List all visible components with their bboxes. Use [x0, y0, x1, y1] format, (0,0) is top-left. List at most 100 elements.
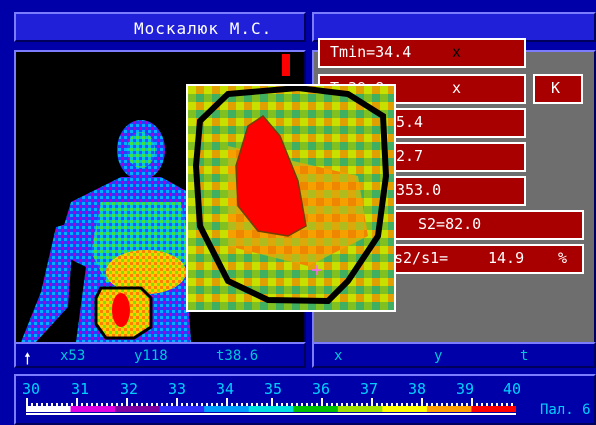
scale-tick-mark — [296, 403, 298, 406]
cursor-status-bar: 🠕 x53 y118 t38.6 — [14, 342, 306, 368]
scale-tick-mark — [191, 403, 193, 406]
scale-tick: 32 — [120, 380, 138, 398]
tmin-value: Tmin=34.4 — [330, 43, 411, 61]
scale-tick-mark — [61, 403, 63, 406]
scale-tick-mark — [371, 398, 373, 406]
scale-tick-mark — [396, 403, 398, 406]
scale-tick-mark — [146, 403, 148, 406]
scale-tick-mark — [431, 403, 433, 406]
scale-tick-mark — [151, 403, 153, 406]
tmin-readout: Tmin=34.4 x — [318, 38, 526, 68]
s2-value: S2=82.0 — [418, 215, 481, 233]
palette-segment — [249, 406, 295, 412]
scale-tick-mark — [476, 403, 478, 406]
cursor-temp: t38.6 — [216, 348, 258, 364]
scale-tick-mark — [76, 398, 78, 406]
scale-tick-mark — [231, 403, 233, 406]
scale-tick-mark — [121, 403, 123, 406]
scale-tick-mark — [86, 403, 88, 406]
scale-tick-mark — [471, 398, 473, 406]
scale-tick-mark — [486, 403, 488, 406]
scale-tick-mark — [81, 403, 83, 406]
scale-tick-mark — [186, 403, 188, 406]
scale-tick-mark — [111, 403, 113, 406]
palette-segment — [293, 406, 339, 412]
scale-tick-mark — [31, 403, 33, 406]
scale-tick-mark — [301, 403, 303, 406]
scale-tick-mark — [41, 403, 43, 406]
k-button[interactable]: K — [533, 74, 583, 104]
scale-tick-mark — [306, 403, 308, 406]
scale-tick-mark — [466, 403, 468, 406]
color-palette-strip — [26, 398, 516, 416]
scale-tick-mark — [96, 403, 98, 406]
scale-tick-mark — [451, 403, 453, 406]
scale-tick-mark — [66, 403, 68, 406]
palette-label[interactable]: Пал. 6 — [540, 402, 591, 418]
scale-tick-mark — [511, 403, 513, 406]
scale-tick-mark — [196, 403, 198, 406]
scale-tick-mark — [326, 403, 328, 406]
palette-segment — [26, 406, 72, 412]
scale-tick-mark — [176, 398, 178, 406]
scale-tick: 40 — [503, 380, 521, 398]
scale-tick-mark — [36, 403, 38, 406]
scale-tick: 37 — [360, 380, 378, 398]
scale-tick-mark — [131, 403, 133, 406]
zoom-thermogram[interactable] — [188, 86, 394, 310]
cursor-x: x53 — [60, 348, 85, 364]
scale-tick-mark — [166, 403, 168, 406]
scale-tick-mark — [341, 403, 343, 406]
scale-tick-mark — [261, 403, 263, 406]
scale-tick-mark — [426, 403, 428, 406]
zoom-window[interactable] — [186, 84, 396, 312]
scale-tick-mark — [91, 403, 93, 406]
palette-segment — [71, 406, 117, 412]
scale-tick-mark — [126, 398, 128, 406]
scale-tick: 35 — [264, 380, 282, 398]
scale-tick-mark — [381, 403, 383, 406]
ratio-readout: s2/s1= 14.9 % — [380, 244, 584, 274]
scale-tick-mark — [441, 403, 443, 406]
scale-tick-mark — [421, 398, 423, 406]
ratio-unit: % — [558, 246, 567, 270]
scale-tick-mark — [406, 403, 408, 406]
right-x-label: x — [334, 348, 342, 364]
readout-4-value: 2.7 — [396, 144, 423, 168]
scale-tick-mark — [316, 403, 318, 406]
scale-tick-mark — [336, 403, 338, 406]
scale-tick-mark — [236, 403, 238, 406]
scale-tick-mark — [436, 403, 438, 406]
scale-tick: 33 — [168, 380, 186, 398]
scale-tick-mark — [216, 403, 218, 406]
scale-tick-mark — [461, 403, 463, 406]
scale-tick-mark — [391, 403, 393, 406]
patient-title-bar: Москалюк М.С. — [14, 12, 306, 42]
scale-tick-mark — [211, 403, 213, 406]
scale-tick-mark — [141, 403, 143, 406]
scale-tick-mark — [116, 403, 118, 406]
palette-segment — [115, 406, 161, 412]
scale-tick-mark — [51, 403, 53, 406]
arrow-up-icon: 🠕 — [24, 348, 31, 375]
s2-readout: S2=82.0 — [380, 210, 584, 240]
scale-tick-mark — [361, 403, 363, 406]
scale-tick-mark — [401, 403, 403, 406]
right-t-label: t — [520, 348, 528, 364]
scale-tick-mark — [56, 403, 58, 406]
scale-tick-mark — [266, 403, 268, 406]
scale-tick-mark — [491, 403, 493, 406]
scale-tick-mark — [276, 403, 278, 406]
scale-tick-mark — [416, 403, 418, 406]
scale-baseline — [26, 413, 516, 415]
palette-segment — [338, 406, 384, 412]
scale-tick-mark — [101, 403, 103, 406]
scale-tick-mark — [26, 398, 28, 406]
scale-tick-mark — [331, 403, 333, 406]
scale-tick-mark — [106, 403, 108, 406]
scale-tick-mark — [221, 403, 223, 406]
palette-segment — [160, 406, 206, 412]
scale-tick-mark — [456, 403, 458, 406]
scale-tick-mark — [291, 403, 293, 406]
palette-segment — [382, 406, 428, 412]
